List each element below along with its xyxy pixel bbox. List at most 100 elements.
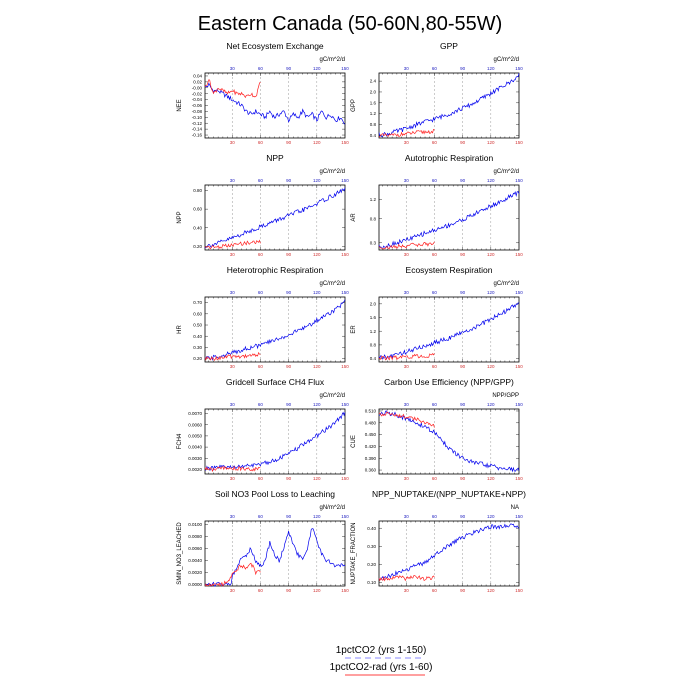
y-tick-label: 1.2 (370, 111, 377, 116)
series-line-1pctco2-rad (378, 411, 435, 428)
x-tick-label-bottom: 150 (515, 140, 523, 145)
x-tick-label-top: 60 (258, 66, 264, 71)
plot-frame (204, 184, 346, 251)
x-tick-label-top: 120 (313, 178, 321, 183)
y-tick-label: 0.20 (367, 562, 376, 567)
series-line-1pctco2 (204, 528, 346, 587)
x-tick-label-top: 30 (404, 402, 410, 407)
x-tick-label-top: 150 (515, 514, 523, 519)
x-tick-label-top: 60 (258, 178, 264, 183)
x-tick-label-top: 150 (341, 514, 349, 519)
y-axis-label: CUE (351, 435, 357, 448)
series-line-1pctco2-rad (378, 128, 435, 138)
x-tick-label-bottom: 90 (286, 588, 292, 593)
y-axis-label: HR (177, 325, 183, 334)
x-tick-label-bottom: 150 (341, 140, 349, 145)
x-tick-label-top: 60 (258, 402, 264, 407)
x-tick-label-bottom: 30 (230, 476, 236, 481)
y-tick-label: -0.00 (192, 85, 203, 90)
x-tick-label-top: 60 (432, 178, 438, 183)
panel-title: Carbon Use Efficiency (NPP/GPP) (384, 377, 514, 387)
y-tick-label: 0.0050 (188, 433, 202, 438)
y-tick-label: 2.0 (370, 90, 377, 95)
x-tick-label-bottom: 60 (258, 364, 264, 369)
series-line-1pctco2-rad (378, 575, 435, 582)
x-tick-label-top: 30 (404, 66, 410, 71)
panel-units: gC/m^2/d (320, 169, 346, 175)
x-tick-label-top: 30 (230, 402, 236, 407)
x-tick-label-top: 120 (487, 514, 495, 519)
series-line-1pctco2-rad (204, 239, 261, 250)
panel-units: gC/m^2/d (494, 281, 520, 287)
y-tick-label: 0.0030 (188, 456, 202, 461)
series-line-1pctco2-rad (204, 562, 261, 587)
series-line-1pctco2 (378, 302, 520, 360)
x-tick-label-bottom: 30 (404, 588, 410, 593)
x-tick-label-top: 60 (432, 290, 438, 295)
y-axis-label: SMIN_NO3_LEACHED (177, 522, 183, 585)
plot-frame (378, 72, 520, 139)
y-tick-label: -0.06 (192, 103, 203, 108)
y-tick-label: 1.6 (370, 315, 377, 320)
x-tick-label-bottom: 60 (258, 140, 264, 145)
plot-frame (204, 296, 346, 363)
x-tick-label-top: 90 (286, 290, 292, 295)
y-axis-label: FCH4 (177, 433, 183, 449)
series-line-1pctco2 (378, 73, 520, 138)
y-axis-label: ER (351, 325, 357, 334)
y-tick-label: 0.3 (370, 240, 377, 245)
y-tick-label: 0.360 (365, 468, 377, 473)
legend-label: 1pctCO2 (yrs 1-150) (336, 645, 427, 656)
y-tick-label: 1.6 (370, 100, 377, 105)
y-tick-label: 0.0070 (188, 411, 202, 416)
y-tick-label: 0.40 (193, 225, 202, 230)
x-tick-label-top: 150 (515, 66, 523, 71)
y-axis-label: GPP (351, 99, 357, 112)
y-tick-label: 0.10 (367, 580, 376, 585)
x-tick-label-top: 120 (313, 66, 321, 71)
x-tick-label-top: 60 (432, 402, 438, 407)
panel-9: Soil NO3 Pool Loss to Leaching gN/m^2/d 30… (177, 489, 349, 593)
x-tick-label-bottom: 90 (286, 252, 292, 257)
y-tick-label: 2.0 (370, 301, 377, 306)
y-axis-label: NEE (177, 99, 183, 111)
x-tick-label-top: 150 (515, 290, 523, 295)
x-tick-label-bottom: 120 (313, 140, 321, 145)
x-tick-label-top: 90 (460, 290, 466, 295)
x-tick-label-top: 60 (258, 290, 264, 295)
x-tick-label-top: 150 (341, 66, 349, 71)
plot-frame (204, 72, 346, 139)
x-tick-label-bottom: 150 (341, 364, 349, 369)
x-tick-label-top: 30 (404, 290, 410, 295)
x-tick-label-top: 90 (460, 402, 466, 407)
y-tick-label: -0.16 (192, 133, 203, 138)
x-tick-label-bottom: 30 (230, 140, 236, 145)
series-line-1pctco2 (204, 411, 346, 471)
series-line-1pctco2 (204, 187, 346, 249)
x-tick-label-bottom: 150 (515, 364, 523, 369)
series-line-1pctco2-rad (378, 241, 435, 250)
legend: 1pctCO2 (yrs 1-150) 1pctCO2-rad (yrs 1-60… (330, 645, 433, 676)
panel-1: Net Ecosystem Exchange gC/m^2/d 30 60 90 120 1… (177, 41, 349, 145)
series-line-1pctco2-rad (204, 79, 261, 99)
y-tick-label: 0.0040 (188, 558, 202, 563)
x-tick-label-top: 90 (460, 514, 466, 519)
panel-title: Heterotrophic Respiration (227, 265, 324, 275)
x-tick-label-bottom: 30 (230, 252, 236, 257)
y-tick-label: 0.02 (193, 79, 202, 84)
legend-label: 1pctCO2-rad (yrs 1-60) (330, 662, 433, 673)
series-line-1pctco2 (378, 523, 520, 581)
x-tick-label-top: 30 (404, 178, 410, 183)
y-tick-label: 0.20 (193, 356, 202, 361)
x-tick-label-bottom: 120 (487, 476, 495, 481)
y-tick-label: 0.420 (365, 444, 377, 449)
y-tick-label: 0.4 (370, 356, 377, 361)
y-tick-label: 0.0000 (188, 582, 202, 587)
y-tick-label: 0.0040 (188, 445, 202, 450)
x-tick-label-top: 90 (286, 514, 292, 519)
y-tick-label: -0.12 (192, 121, 203, 126)
x-tick-label-top: 120 (487, 402, 495, 407)
y-tick-label: -0.10 (192, 115, 203, 120)
panel-2: GPP gC/m^2/d 30 60 90 120 150 30 60 90 120 150 2.4 2.… (351, 41, 523, 145)
y-tick-label: 0.450 (365, 432, 377, 437)
